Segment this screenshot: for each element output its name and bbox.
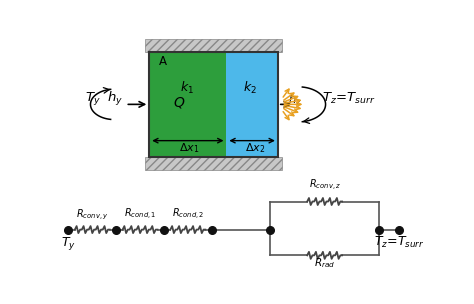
Text: $k_1$: $k_1$ (181, 79, 194, 95)
Text: $T_z$=$T_{surr}$: $T_z$=$T_{surr}$ (322, 91, 375, 106)
Text: $h_z$: $h_z$ (288, 92, 302, 109)
Bar (145, 157, 282, 170)
Text: $R_{rad}$: $R_{rad}$ (314, 257, 335, 270)
Text: $T_y$: $T_y$ (61, 235, 76, 252)
Bar (227, 52, 278, 157)
Text: $R_{conv,z}$: $R_{conv,z}$ (309, 178, 341, 193)
Bar (149, 52, 227, 157)
Text: $\Delta x_2$: $\Delta x_2$ (245, 141, 265, 155)
Bar (149, 52, 278, 157)
Text: $R_{cond,1}$: $R_{cond,1}$ (124, 206, 156, 222)
Text: $\Delta x_1$: $\Delta x_1$ (179, 141, 199, 155)
Text: $T_y$  $h_y$: $T_y$ $h_y$ (85, 90, 123, 108)
Text: $Q$: $Q$ (173, 95, 185, 110)
Text: $R_{conv,y}$: $R_{conv,y}$ (76, 207, 109, 222)
Bar (145, 39, 282, 52)
Text: $R_{cond,2}$: $R_{cond,2}$ (172, 206, 204, 222)
Text: $T_z$=$T_{surr}$: $T_z$=$T_{surr}$ (374, 235, 424, 250)
Text: A: A (158, 55, 166, 67)
Text: $k_2$: $k_2$ (243, 79, 257, 95)
